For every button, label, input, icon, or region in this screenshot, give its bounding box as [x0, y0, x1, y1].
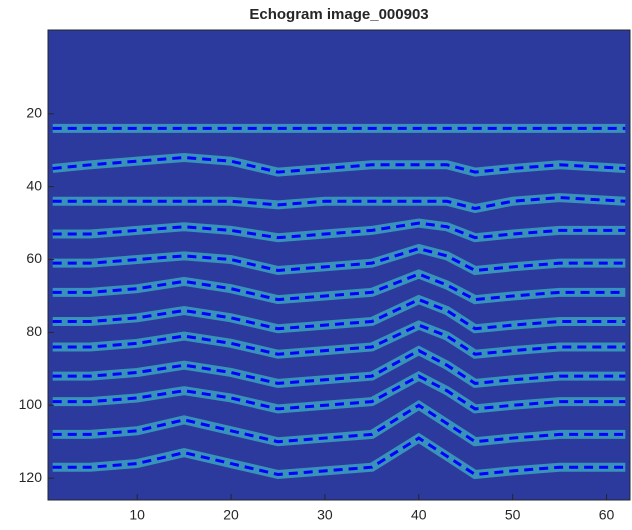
y-tick-label: 120 [19, 469, 43, 485]
layer-line [52, 348, 626, 385]
x-tick-label: 50 [505, 507, 521, 523]
x-tick-label: 10 [129, 507, 145, 523]
y-tick-label: 80 [26, 323, 42, 339]
layer-line [52, 196, 626, 211]
layer-line [52, 297, 626, 331]
layer-line [52, 221, 626, 240]
plot-frame [47, 29, 631, 501]
x-tick-label: 30 [317, 507, 333, 523]
x-tick-label: 60 [599, 507, 615, 523]
chart-title: Echogram image_000903 [249, 6, 428, 23]
x-tick-label: 40 [411, 507, 427, 523]
layer-line [52, 272, 626, 302]
x-tick-label: 20 [223, 507, 239, 523]
layer-line [52, 374, 626, 411]
layer-line [52, 436, 626, 477]
y-tick-label: 100 [19, 396, 43, 412]
y-tick-label: 40 [26, 177, 42, 193]
layer-line [52, 156, 626, 174]
layer-line [52, 403, 626, 444]
y-tick-label: 20 [26, 105, 42, 121]
y-tick-label: 60 [26, 250, 42, 266]
layer-line [52, 247, 626, 273]
layer-line [52, 323, 626, 356]
